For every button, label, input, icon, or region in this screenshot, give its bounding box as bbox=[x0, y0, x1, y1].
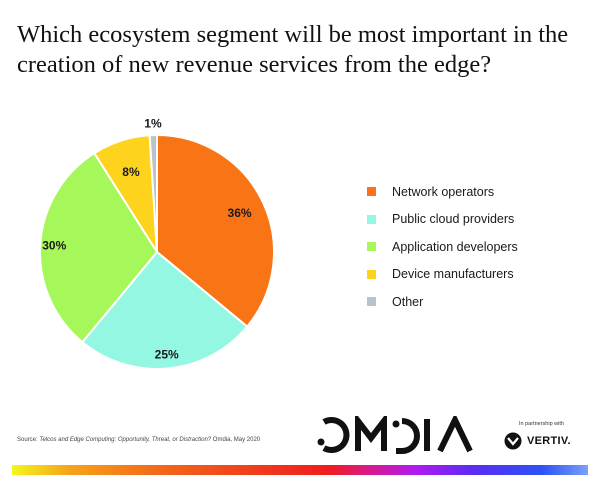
data-label-network-operators: 36% bbox=[228, 206, 252, 220]
legend-label: Device manufacturers bbox=[392, 267, 514, 282]
legend-label: Other bbox=[392, 294, 424, 309]
legend-item-public-cloud-providers: Public cloud providers bbox=[367, 206, 518, 234]
legend-swatch bbox=[367, 297, 376, 307]
vertiv-mark-icon bbox=[504, 432, 522, 450]
source-suffix: Omdia, May 2020 bbox=[211, 437, 261, 443]
source-title: Telcos and Edge Computing: Opportunity, … bbox=[39, 437, 212, 443]
source-note: Source: Telcos and Edge Computing: Oppor… bbox=[17, 437, 260, 443]
legend: Network operators Public cloud providers… bbox=[367, 178, 518, 316]
legend-item-application-developers: Application developers bbox=[367, 233, 518, 261]
pie-slice-network-operators bbox=[156, 133, 275, 328]
legend-swatch bbox=[367, 214, 376, 224]
legend-swatch bbox=[367, 269, 376, 279]
legend-label: Network operators bbox=[392, 184, 495, 199]
data-label-other: 1% bbox=[144, 116, 162, 130]
chart-title: Which ecosystem segment will be most imp… bbox=[17, 21, 569, 78]
partner-brand: VERTIV. bbox=[527, 435, 571, 447]
data-label-public-cloud-providers: 25% bbox=[155, 348, 179, 362]
legend-swatch bbox=[367, 242, 376, 252]
pie-slice-other bbox=[148, 133, 158, 253]
brand-gradient-bar bbox=[12, 465, 588, 475]
partner-text: In partnership with bbox=[519, 421, 564, 427]
legend-swatch bbox=[367, 187, 376, 197]
legend-label: Application developers bbox=[392, 239, 518, 254]
pie-slice-application-developers bbox=[39, 151, 159, 344]
omdia-logo bbox=[317, 416, 473, 454]
source-prefix: Source: bbox=[17, 437, 40, 443]
pie-slice-public-cloud-providers bbox=[81, 250, 249, 370]
pie-chart: 36% 25% 30% 8% 1% bbox=[39, 116, 275, 370]
data-label-device-manufacturers: 8% bbox=[122, 165, 140, 179]
legend-label: Public cloud providers bbox=[392, 212, 515, 227]
vertiv-logo: VERTIV. bbox=[504, 432, 571, 450]
data-label-application-developers: 30% bbox=[42, 239, 66, 253]
legend-item-device-manufacturers: Device manufacturers bbox=[367, 261, 518, 289]
legend-item-network-operators: Network operators bbox=[367, 178, 518, 206]
legend-item-other: Other bbox=[367, 288, 518, 316]
